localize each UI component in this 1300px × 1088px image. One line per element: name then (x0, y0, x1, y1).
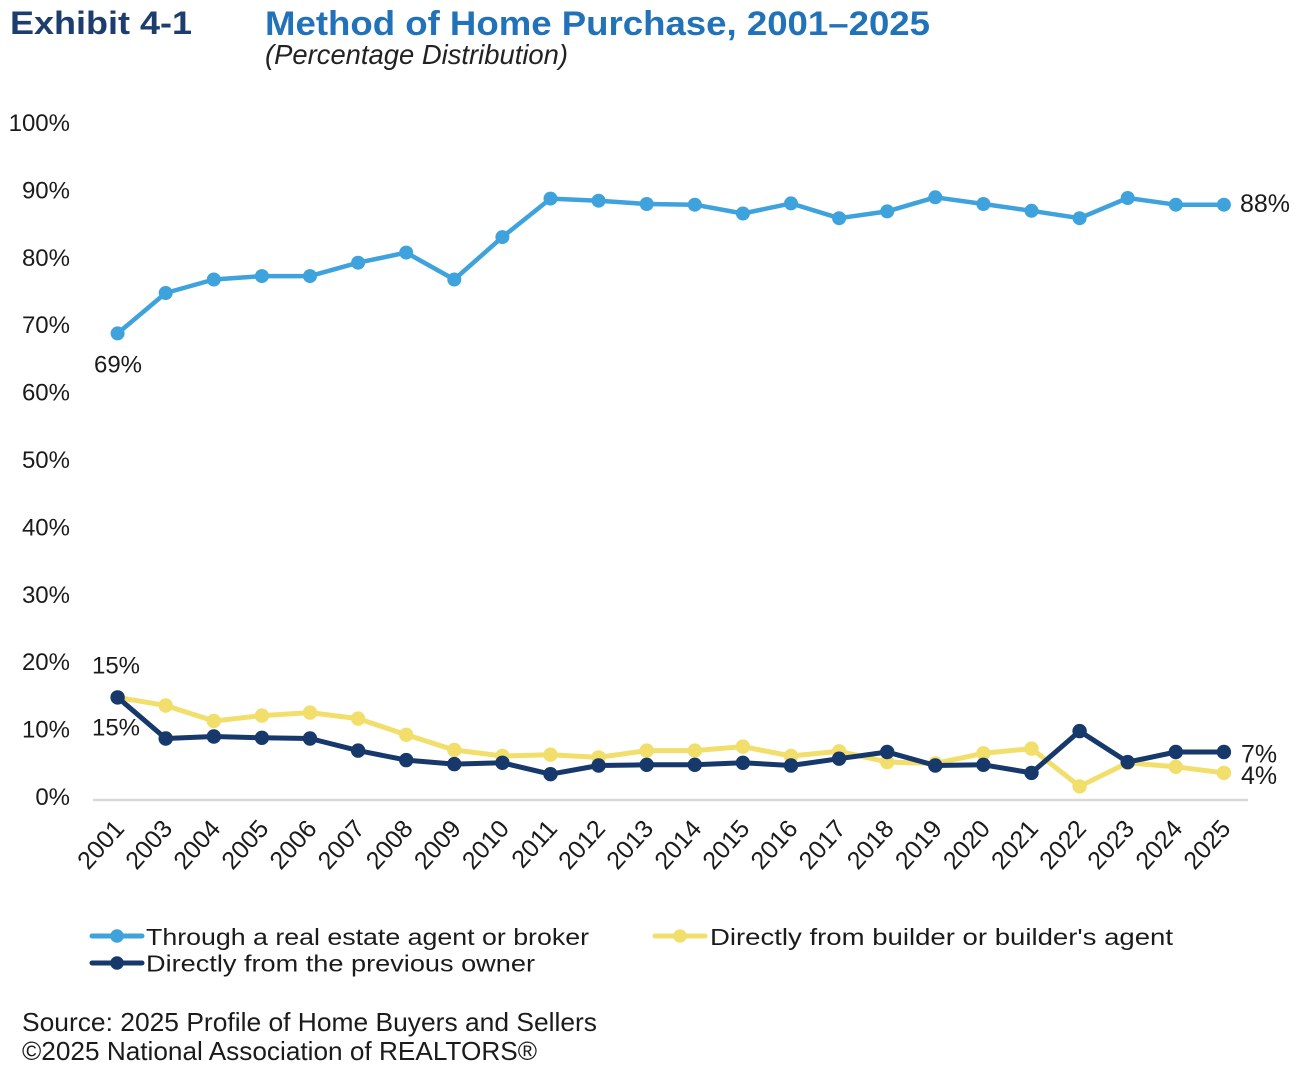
svg-text:Exhibit 4-1: Exhibit 4-1 (10, 5, 192, 41)
svg-text:0%: 0% (35, 784, 70, 811)
svg-text:Directly from the previous own: Directly from the previous owner (146, 951, 535, 977)
svg-text:2018: 2018 (842, 815, 900, 875)
svg-text:2009: 2009 (409, 815, 467, 875)
svg-text:40%: 40% (22, 514, 70, 541)
svg-text:2025: 2025 (1178, 815, 1236, 875)
svg-text:2012: 2012 (553, 815, 611, 875)
svg-text:2001: 2001 (72, 815, 130, 875)
svg-text:60%: 60% (22, 380, 70, 407)
svg-text:2015: 2015 (697, 815, 755, 875)
svg-text:2005: 2005 (216, 815, 274, 875)
svg-text:2004: 2004 (168, 815, 226, 875)
svg-text:2010: 2010 (457, 815, 515, 875)
svg-text:50%: 50% (22, 447, 70, 474)
svg-text:2022: 2022 (1034, 815, 1092, 875)
svg-text:90%: 90% (22, 177, 70, 204)
svg-text:2011: 2011 (506, 815, 563, 874)
svg-text:20%: 20% (22, 649, 70, 676)
svg-text:2007: 2007 (313, 815, 371, 875)
svg-text:2023: 2023 (1082, 815, 1140, 875)
svg-text:(Percentage Distribution): (Percentage Distribution) (265, 39, 568, 70)
svg-text:15%: 15% (92, 653, 140, 680)
svg-text:100%: 100% (9, 110, 70, 137)
svg-text:2008: 2008 (361, 815, 419, 875)
svg-text:©2025 National Association of: ©2025 National Association of REALTORS® (22, 1036, 537, 1066)
svg-text:2014: 2014 (649, 815, 707, 875)
svg-text:Method of Home Purchase, 2001–: Method of Home Purchase, 2001–2025 (265, 5, 930, 43)
svg-text:Directly from builder or build: Directly from builder or builder's agent (710, 924, 1174, 950)
svg-text:2020: 2020 (938, 815, 996, 875)
svg-text:2021: 2021 (986, 815, 1044, 875)
svg-text:69%: 69% (94, 352, 142, 379)
svg-text:2019: 2019 (890, 815, 948, 875)
svg-text:2006: 2006 (264, 815, 322, 875)
svg-text:2003: 2003 (120, 815, 178, 875)
svg-text:30%: 30% (22, 582, 70, 609)
svg-text:15%: 15% (92, 715, 140, 742)
svg-text:2017: 2017 (794, 815, 852, 875)
svg-text:7%: 7% (1241, 741, 1277, 769)
svg-text:Through a real estate agent or: Through a real estate agent or broker (146, 924, 589, 950)
svg-text:80%: 80% (22, 245, 70, 272)
svg-text:70%: 70% (22, 312, 70, 339)
svg-text:2013: 2013 (601, 815, 659, 875)
svg-text:4%: 4% (1241, 762, 1277, 790)
svg-text:88%: 88% (1240, 190, 1290, 218)
svg-text:2024: 2024 (1130, 815, 1188, 875)
svg-text:10%: 10% (22, 717, 70, 744)
svg-text:2016: 2016 (745, 815, 803, 875)
svg-text:Source: 2025 Profile of Home B: Source: 2025 Profile of Home Buyers and … (22, 1007, 597, 1037)
